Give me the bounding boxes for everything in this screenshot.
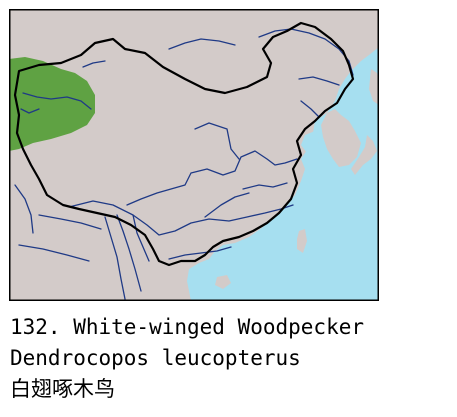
national-border xyxy=(13,21,355,267)
river-salween xyxy=(104,216,126,300)
species-range xyxy=(9,57,95,151)
river-irtysh xyxy=(82,60,106,68)
river-yellow xyxy=(126,150,298,206)
river-indus xyxy=(14,184,34,234)
river-yangtze xyxy=(68,200,294,236)
bohai-sea xyxy=(301,131,321,153)
river-yangtze-upper xyxy=(132,214,150,262)
land-mass xyxy=(9,9,379,301)
river-selenga xyxy=(168,38,236,50)
caption-scientific-name: Dendrocopos leucopterus xyxy=(10,346,301,370)
river-tarim xyxy=(22,92,92,110)
japan-island xyxy=(351,135,377,175)
river-mekong xyxy=(116,214,142,292)
river-huai xyxy=(242,182,288,190)
caption-species-number-name: 132. White-winged Woodpecker xyxy=(10,315,365,339)
caption-chinese-name: 白翅啄木鸟 xyxy=(10,377,115,401)
river-yellow-bend xyxy=(194,122,240,160)
river-songhua xyxy=(298,76,340,86)
map-frame xyxy=(9,9,379,301)
rivers xyxy=(14,28,354,300)
korea-peninsula xyxy=(321,109,361,167)
range-map xyxy=(9,9,379,301)
river-liao xyxy=(300,100,320,118)
japan-island-north xyxy=(369,69,379,105)
river-ili xyxy=(20,108,40,114)
taiwan-island xyxy=(297,229,307,253)
river-brahmaputra xyxy=(38,214,102,230)
river-han xyxy=(204,192,250,218)
hainan-island xyxy=(215,275,231,289)
river-ganges xyxy=(18,244,90,262)
river-pearl xyxy=(168,246,232,260)
